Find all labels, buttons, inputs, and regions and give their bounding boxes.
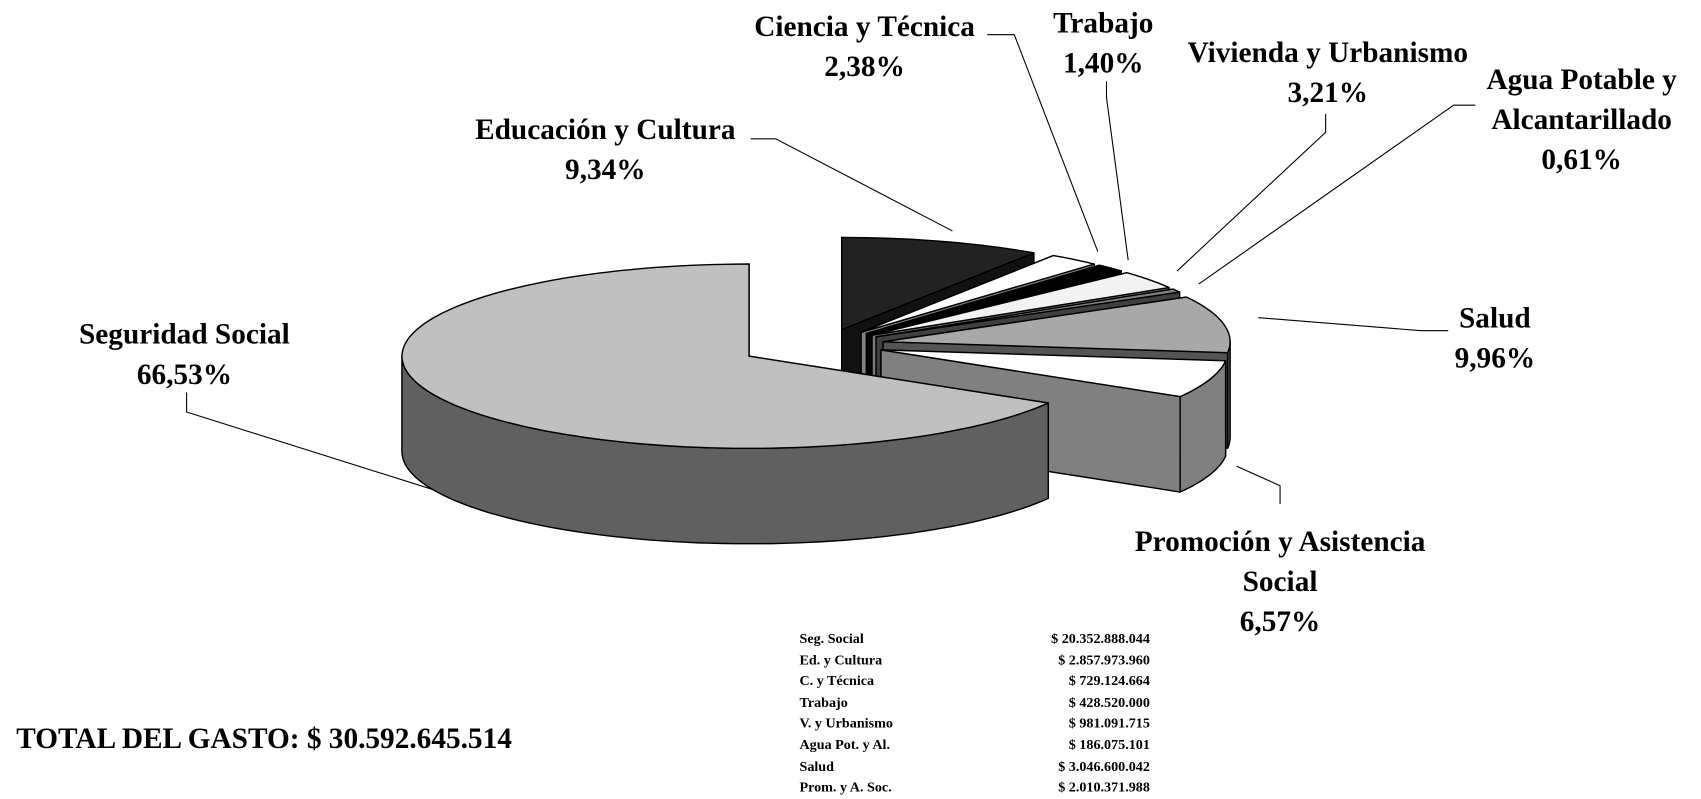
row-amount: $ 3.046.600.042 — [1058, 757, 1150, 774]
row-name: V. y Urbanismo — [799, 714, 893, 732]
row-amount: $ 981.091.715 — [1068, 714, 1150, 732]
category-name: Agua Potable y Alcantarillado — [1486, 62, 1677, 136]
table-row: Seg. Social $ 20.352.888.044 — [799, 630, 1149, 651]
leader-line — [1105, 81, 1129, 261]
value-label: 9,34% — [565, 152, 646, 186]
category-name: Vivienda y Urbanismo — [1187, 35, 1469, 69]
slice — [840, 236, 1035, 331]
row-name: Seg. Social — [799, 629, 864, 647]
leader-line — [750, 138, 953, 232]
slice-label: Educación y Cultura 9,34% — [443, 110, 768, 190]
category-name: Trabajo — [1053, 6, 1154, 40]
value-label: 66,53% — [136, 357, 233, 391]
table-row: Salud $ 3.046.600.042 — [799, 757, 1149, 778]
row-amount: $ 729.124.664 — [1068, 672, 1150, 689]
total-label: TOTAL DEL GASTO: $ 30.592.645.514 — [16, 722, 512, 755]
value-label: 2,38% — [824, 49, 905, 83]
table-row: Trabajo $ 428.520.000 — [799, 694, 1149, 715]
value-label: 0,61% — [1541, 143, 1622, 176]
slice-label: Vivienda y Urbanismo 3,21% — [1154, 33, 1501, 113]
leader-line — [1258, 317, 1449, 332]
value-label: 9,96% — [1454, 341, 1536, 375]
slice-label: Promoción y Asistencia Social 6,57% — [1101, 522, 1459, 642]
row-amount: $ 428.520.000 — [1068, 693, 1150, 710]
leader-line — [1236, 465, 1281, 505]
leader-line — [186, 392, 445, 494]
leader-line — [1198, 104, 1476, 285]
slice — [875, 288, 1181, 338]
row-amount: $ 2.010.371.988 — [1058, 778, 1150, 795]
pie — [401, 236, 1231, 545]
category-name: Educación y Cultura — [475, 112, 736, 146]
value-label: 6,57% — [1239, 604, 1321, 638]
slice — [880, 349, 1227, 398]
row-name: Salud — [799, 757, 835, 774]
leader-line — [1176, 113, 1327, 272]
row-name: Prom. y A. Soc. — [799, 778, 892, 795]
leader-lines — [186, 34, 1476, 505]
table-row: Agua Pot. y Al. $ 186.075.101 — [799, 736, 1149, 757]
slice-label: Trabajo 1,40% — [1016, 3, 1190, 83]
category-name: Salud — [1459, 301, 1531, 334]
slice — [865, 264, 1122, 335]
leader-line — [987, 34, 1099, 252]
row-name: C. y Técnica — [799, 672, 875, 689]
value-label: 1,40% — [1062, 46, 1144, 80]
table-row: C. y Técnica $ 729.124.664 — [799, 672, 1149, 693]
slice-label: Seguridad Social 66,53% — [22, 314, 347, 394]
slice-label: Salud 9,96% — [1408, 298, 1582, 378]
row-amount: $ 186.075.101 — [1068, 736, 1150, 753]
slice — [860, 254, 1095, 334]
slice-label: Ciencia y Técnica 2,38% — [724, 7, 1006, 87]
category-name: Promoción y Asistencia Social — [1134, 524, 1426, 598]
table-row: Ed. y Cultura $ 2.857.973.960 — [799, 651, 1149, 672]
table-row: V. y Urbanismo $ 981.091.715 — [799, 715, 1149, 736]
slice-label: Agua Potable y Alcantarillado 0,61% — [1468, 60, 1696, 180]
slice — [871, 271, 1170, 336]
slice — [401, 263, 1049, 450]
slice-side — [1226, 341, 1231, 449]
category-name: Ciencia y Técnica — [754, 9, 975, 43]
row-amount: $ 20.352.888.044 — [1051, 629, 1150, 647]
table-row: Prom. y A. Soc. $ 2.010.371.988 — [799, 779, 1149, 799]
category-name: Seguridad Social — [79, 317, 290, 351]
row-amount: $ 2.857.973.960 — [1058, 651, 1150, 668]
row-name: Trabajo — [799, 693, 848, 710]
value-label: 3,21% — [1287, 75, 1369, 109]
row-name: Agua Pot. y Al. — [799, 736, 890, 753]
slice — [882, 296, 1231, 354]
row-name: Ed. y Cultura — [799, 651, 883, 668]
